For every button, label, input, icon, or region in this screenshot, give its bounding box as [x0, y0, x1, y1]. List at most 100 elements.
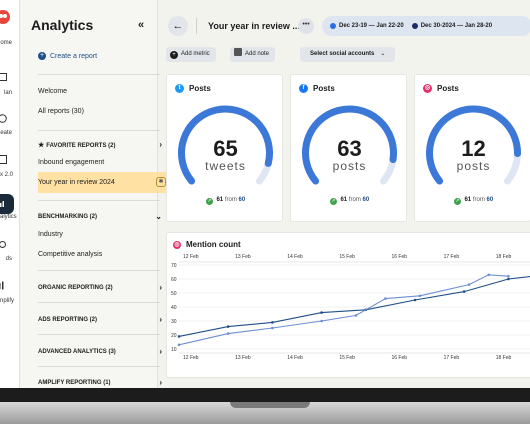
- gauge-fill: [178, 105, 273, 185]
- posts-value: 63: [337, 136, 362, 161]
- rail-item-home[interactable]: ome: [0, 38, 20, 46]
- chevron-down-icon: ⌄: [380, 51, 386, 57]
- chevron-right-icon: ›: [159, 315, 162, 324]
- instagram-posts-card: ◎ Posts 12 posts ↗ 61 from 60: [414, 74, 530, 222]
- report-header: ← Your year in review ... ••• Dec 23-19 …: [158, 0, 530, 44]
- y-tick-label: 10: [171, 347, 177, 353]
- posts-delta: ↗ 61 from 60: [167, 197, 282, 205]
- rail-item-plan[interactable]: lan: [0, 88, 20, 96]
- rail-active-indicator: [0, 194, 14, 214]
- x-bottom-tick-label: 18 Feb: [496, 355, 512, 361]
- posts-delta: ↗ 61 from 60: [291, 197, 406, 205]
- add-metric-button[interactable]: + Add metric: [166, 47, 216, 62]
- double-chevron-left-icon[interactable]: «: [138, 19, 145, 31]
- series-point: [507, 274, 510, 278]
- x-top-tick-label: 12 Feb: [183, 254, 199, 260]
- sidebar-section-ads-reporting[interactable]: ADS REPORTING (2) ›: [38, 315, 162, 324]
- arrow-up-icon: ↗: [205, 198, 213, 205]
- delta-value: 61: [464, 197, 472, 203]
- divider: [38, 74, 160, 75]
- posts-value: 12: [461, 136, 486, 161]
- more-options-button[interactable]: •••: [298, 18, 314, 34]
- delta-value: 61: [216, 197, 224, 203]
- sidebar-item-year-in-review[interactable]: Your year in review 2024: [38, 179, 115, 186]
- card-title: Posts: [437, 84, 459, 93]
- select-social-accounts-dropdown[interactable]: Select social accounts ⌄: [300, 47, 396, 62]
- analytics-sidebar: Analytics « + Create a report Welcome Al…: [20, 0, 178, 388]
- series-point: [507, 277, 510, 281]
- create-report-link[interactable]: + Create a report: [38, 52, 97, 60]
- date-range-picker[interactable]: Dec 23-19 — Jan 22-20 Dec 30-2024 — Jan …: [322, 16, 530, 36]
- divider: [38, 130, 160, 131]
- series-point: [271, 321, 274, 324]
- sidebar-section-advanced-analytics[interactable]: ADVANCED ANALYTICS (3) ›: [38, 347, 162, 356]
- series-point: [462, 290, 466, 293]
- posts-gauge: [178, 105, 273, 185]
- posts-unit: posts: [456, 159, 491, 173]
- facebook-posts-card: f Posts 63 posts ↗ 61 from 60: [290, 74, 407, 222]
- card-title: Posts: [313, 84, 335, 93]
- rail-item-ads[interactable]: ds: [0, 254, 20, 262]
- inbox-icon: [0, 155, 7, 164]
- sidebar-section-benchmarking[interactable]: BENCHMARKING (2) ⌄: [38, 212, 162, 221]
- rail-item-label: eate: [0, 130, 12, 136]
- sidebar-title: Analytics: [31, 17, 94, 33]
- sidebar-item-inbound-engagement[interactable]: Inbound engagement: [38, 159, 105, 166]
- rail-item-label: nplify: [0, 298, 15, 304]
- rail-item-analytics[interactable]: alytics: [0, 212, 20, 220]
- mention-count-card: ◎ Mention count 10 20 30 40 50 60 70 12 Feb 13 F…: [166, 232, 530, 378]
- sidebar-section-favorite-reports[interactable]: ★ FAVORITE REPORTS (2) ›: [38, 140, 162, 149]
- series-point: [413, 298, 417, 302]
- divider: [38, 302, 160, 303]
- rail-item-create[interactable]: eate: [0, 128, 20, 136]
- report-toolbar: + Add metric Add note Select social accou…: [158, 44, 530, 66]
- rail-item-label: lan: [3, 90, 12, 96]
- pin-icon[interactable]: ✱: [156, 177, 166, 187]
- sidebar-item-all-reports[interactable]: All reports (30): [38, 108, 84, 115]
- add-metric-label: Add metric: [181, 51, 210, 57]
- add-note-button[interactable]: Add note: [230, 47, 276, 62]
- compare-range-label: Dec 30-2024 — Jan 28-20: [420, 23, 493, 29]
- delta-from: from: [472, 197, 485, 203]
- x-bottom-tick-label: 14 Feb: [287, 355, 303, 361]
- ads-icon: [0, 241, 6, 248]
- gauge-fill: [426, 105, 521, 185]
- series-point: [384, 297, 387, 300]
- rail-item-label: ome: [0, 40, 12, 46]
- x-bottom-tick-label: 13 Feb: [235, 355, 251, 361]
- x-bottom-tick-label: 17 Feb: [444, 355, 460, 361]
- x-top-tick-label: 17 Feb: [444, 254, 460, 260]
- create-report-label: Create a report: [50, 52, 98, 60]
- card-header: f Posts: [299, 84, 335, 93]
- sidebar-section-amplify-reporting[interactable]: AMPLIFY REPORTING (1) ›: [38, 378, 162, 387]
- series-point: [320, 319, 323, 323]
- rail-item-inbox[interactable]: x 2.0: [0, 170, 20, 178]
- delta-from: from: [224, 197, 237, 203]
- sidebar-section-organic-reporting[interactable]: ORGANIC REPORTING (2) ›: [38, 283, 162, 292]
- arrow-up-icon: ↗: [329, 198, 337, 205]
- series-line: [178, 275, 530, 337]
- delta-value: 61: [340, 197, 348, 203]
- posts-value: 65: [213, 136, 238, 161]
- create-icon: [0, 114, 7, 123]
- sidebar-item-welcome[interactable]: Welcome: [38, 88, 68, 95]
- series-point: [177, 343, 181, 347]
- series-point: [467, 283, 471, 286]
- posts-gauge: [302, 105, 397, 185]
- divider: [38, 270, 160, 271]
- delta-previous: 60: [486, 197, 494, 203]
- y-tick-label: 70: [171, 263, 177, 269]
- sidebar-item-competitive-analysis[interactable]: Competitive analysis: [38, 251, 103, 258]
- series-point: [418, 294, 422, 298]
- owl-logo-icon: [0, 10, 10, 24]
- back-button[interactable]: ←: [168, 16, 188, 36]
- sidebar-item-industry[interactable]: Industry: [38, 231, 63, 238]
- laptop-bezel: [0, 388, 530, 402]
- rail-item-amplify[interactable]: nplify: [0, 296, 20, 304]
- divider: [38, 200, 160, 201]
- y-tick-label: 50: [171, 291, 177, 297]
- divider: [38, 334, 160, 335]
- series-point: [487, 273, 491, 277]
- chevron-right-icon: ›: [159, 140, 162, 149]
- note-icon: [234, 48, 242, 56]
